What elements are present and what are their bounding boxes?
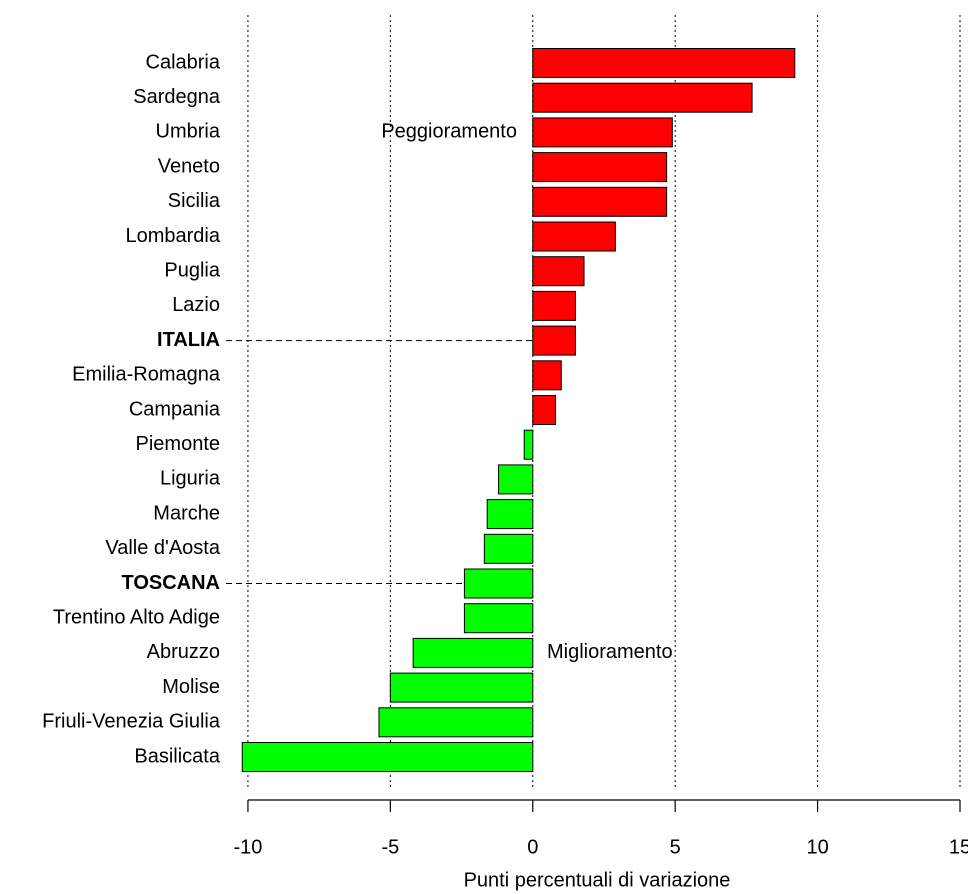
- y-tick-label: Trentino Alto Adige: [53, 606, 220, 628]
- bar: [532, 186, 668, 217]
- y-tick-label: Calabria: [146, 51, 221, 73]
- bar: [463, 568, 534, 599]
- x-tick-label: -10: [233, 836, 262, 858]
- bar: [523, 429, 534, 460]
- y-tick-label: Umbria: [156, 121, 221, 143]
- y-tick-label: Veneto: [158, 155, 220, 177]
- bar: [532, 256, 585, 287]
- x-tick-label: -5: [381, 836, 399, 858]
- annotation: Peggioramento: [381, 121, 517, 143]
- bar: [532, 117, 673, 148]
- bar: [463, 603, 534, 634]
- bar: [378, 707, 534, 738]
- x-tick-label: 0: [527, 836, 538, 858]
- y-tick-label: Emilia-Romagna: [72, 364, 221, 386]
- bar: [532, 82, 753, 113]
- y-tick-label: Puglia: [164, 259, 220, 281]
- y-tick-label: Sicilia: [168, 190, 221, 212]
- y-tick-label: Sardegna: [133, 86, 221, 108]
- y-tick-label: TOSCANA: [121, 572, 220, 594]
- bar: [532, 360, 562, 391]
- x-axis-title: Punti percentuali di variazione: [464, 869, 731, 891]
- bar: [498, 464, 534, 495]
- bar: [532, 395, 557, 425]
- bar: [532, 325, 576, 356]
- bar: [532, 290, 576, 321]
- y-tick-label: Marche: [153, 502, 220, 524]
- bar: [241, 742, 534, 772]
- y-tick-label: Lombardia: [125, 225, 220, 247]
- y-tick-label: Liguria: [160, 468, 221, 490]
- bar: [532, 48, 796, 78]
- y-tick-label: Basilicata: [134, 745, 220, 767]
- bar: [532, 152, 668, 183]
- y-tick-label: Molise: [162, 676, 220, 698]
- y-tick-label: Abruzzo: [147, 641, 220, 663]
- bar: [486, 499, 534, 530]
- bar: [483, 533, 534, 564]
- x-tick-label: 10: [806, 836, 828, 858]
- y-tick-label: Lazio: [172, 294, 220, 316]
- y-tick-label: ITALIA: [157, 329, 220, 351]
- x-tick-label: 15: [949, 836, 968, 858]
- y-tick-label: Valle d'Aosta: [105, 537, 221, 559]
- y-tick-label: Piemonte: [136, 433, 221, 455]
- annotation: Miglioramento: [547, 641, 673, 663]
- y-tick-label: Friuli-Venezia Giulia: [42, 711, 221, 733]
- bar: [389, 672, 534, 703]
- bar: [412, 637, 534, 668]
- y-tick-label: Campania: [129, 398, 221, 420]
- x-tick-label: 5: [670, 836, 681, 858]
- bar: [532, 221, 616, 252]
